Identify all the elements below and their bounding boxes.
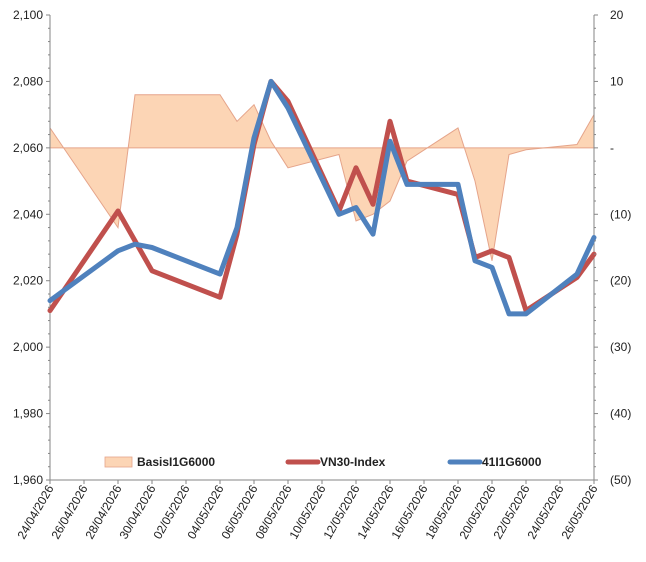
line-series-2 xyxy=(47,78,597,317)
area-layer xyxy=(49,94,595,261)
right-tick-label: (10) xyxy=(610,207,631,221)
left-tick-label: 2,060 xyxy=(13,141,43,155)
legend-label: 41I1G6000 xyxy=(482,455,542,469)
right-tick-label: (30) xyxy=(610,340,631,354)
left-tick-label: 1,960 xyxy=(13,473,43,487)
right-tick-label: - xyxy=(610,141,614,155)
x-axis-ticks: 24/04/202626/04/202628/04/202630/04/2026… xyxy=(14,480,601,542)
left-axis-ticks: 1,960 1,980 2,000 2,020 2,040 2,060 2,080 2,100 xyxy=(13,8,50,487)
area-series-0-edge xyxy=(49,94,595,261)
legend-label: VN30-Index xyxy=(320,455,386,469)
area-series-0-fill xyxy=(50,94,594,261)
legend: BasisI1G6000 VN30-Index 41I1G6000 xyxy=(104,455,542,469)
line-layer xyxy=(47,78,597,317)
line-series-1 xyxy=(47,78,597,314)
legend-label: BasisI1G6000 xyxy=(137,455,215,469)
left-tick-label: 2,040 xyxy=(13,207,43,221)
left-tick-label: 2,100 xyxy=(13,8,43,22)
left-tick-label: 2,000 xyxy=(13,340,43,354)
left-tick-label: 1,980 xyxy=(13,407,43,421)
right-tick-label: 10 xyxy=(610,74,624,88)
legend-swatch-area xyxy=(104,456,133,468)
right-tick-label: (20) xyxy=(610,274,631,288)
left-tick-label: 2,080 xyxy=(13,74,43,88)
right-tick-label: 20 xyxy=(610,8,624,22)
right-axis-ticks: (50) (40) (30) (20) (10) - 10 20 xyxy=(594,8,631,487)
right-tick-label: (50) xyxy=(610,473,631,487)
right-tick-label: (40) xyxy=(610,407,631,421)
left-tick-label: 2,020 xyxy=(13,274,43,288)
